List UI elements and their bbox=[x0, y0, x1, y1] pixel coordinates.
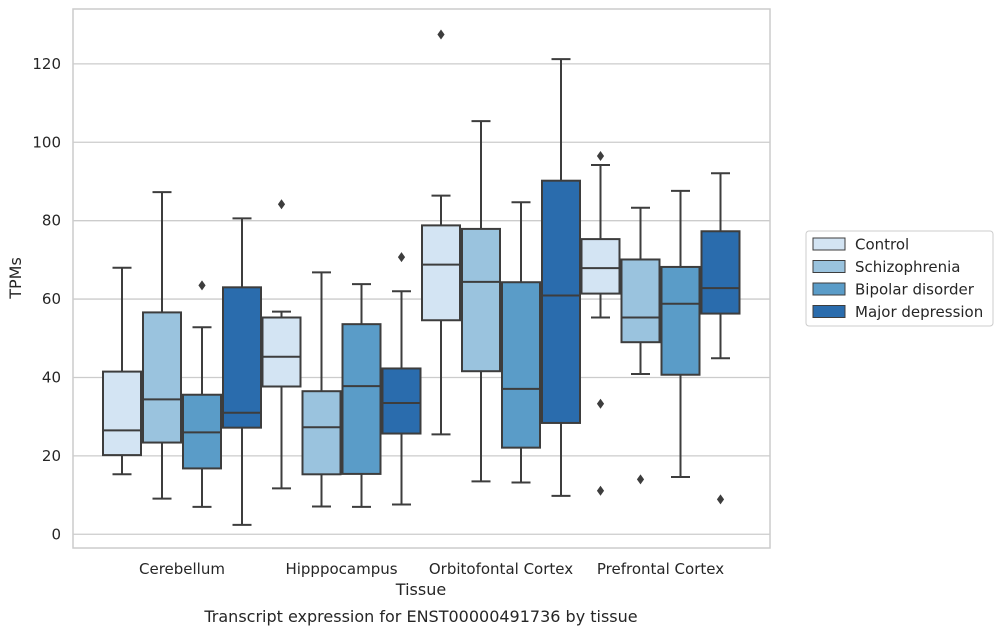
legend-swatch bbox=[812, 260, 846, 273]
box-iqr bbox=[620, 258, 661, 344]
box-major-depression-hipppocampus bbox=[381, 252, 422, 506]
x-axis-ticks: Cerebellum Hipppocampus Orbitofontal Corte… bbox=[139, 560, 724, 578]
box-schizophrenia-hipppocampus bbox=[301, 271, 342, 508]
box-iqr bbox=[381, 367, 422, 435]
figure-caption: Transcript expression for ENST0000049173… bbox=[203, 607, 637, 626]
box-schizophrenia-cerebellum bbox=[142, 191, 182, 500]
box-iqr bbox=[222, 286, 262, 429]
outlier-point bbox=[596, 398, 605, 409]
legend-entry: Control bbox=[855, 236, 909, 254]
box-iqr bbox=[261, 316, 302, 388]
outlier-point bbox=[636, 474, 645, 485]
box-iqr bbox=[421, 224, 461, 322]
y-tick-label: 60 bbox=[42, 290, 61, 308]
y-tick-label: 120 bbox=[32, 55, 61, 73]
box-schizophrenia-orbitofontal-cortex bbox=[461, 120, 501, 483]
y-tick-label: 100 bbox=[32, 133, 61, 151]
box-iqr bbox=[102, 370, 142, 457]
box-bipolar-disorder-orbitofontal-cortex bbox=[501, 201, 541, 484]
box-control-hipppocampus bbox=[261, 199, 302, 490]
y-tick-label: 0 bbox=[51, 525, 61, 543]
box-schizophrenia-prefrontal-cortex bbox=[620, 206, 661, 485]
box-iqr bbox=[142, 311, 182, 444]
outlier-point bbox=[716, 494, 725, 505]
box-bipolar-disorder-prefrontal-cortex bbox=[660, 189, 701, 479]
box-major-depression-prefrontal-cortex bbox=[700, 172, 741, 505]
legend: Control Schizophrenia Bipolar disorder Majo… bbox=[805, 230, 994, 327]
outlier-point bbox=[437, 29, 445, 40]
outlier-point bbox=[198, 280, 206, 291]
box-major-depression-orbitofontal-cortex bbox=[541, 58, 581, 497]
box-bipolar-disorder-hipppocampus bbox=[341, 283, 382, 508]
box-iqr bbox=[700, 230, 741, 315]
box-iqr bbox=[501, 281, 541, 449]
y-axis-ticks: 0 20 40 60 80 100 120 bbox=[32, 55, 61, 543]
x-tick-label: Orbitofontal Cortex bbox=[429, 560, 573, 578]
y-axis-title: TPMs bbox=[6, 257, 25, 300]
box-control-cerebellum bbox=[102, 266, 142, 476]
box-control-orbitofontal-cortex bbox=[421, 29, 461, 436]
outlier-point bbox=[277, 199, 286, 210]
plot-frame bbox=[72, 8, 771, 549]
legend-entry: Major depression bbox=[855, 303, 983, 321]
legend-swatch bbox=[812, 282, 846, 296]
x-tick-label: Prefrontal Cortex bbox=[597, 560, 724, 578]
legend-entry: Bipolar disorder bbox=[855, 281, 975, 299]
x-axis-title: Tissue bbox=[395, 580, 446, 599]
box-major-depression-cerebellum bbox=[222, 217, 262, 526]
x-tick-label: Hipppocampus bbox=[285, 560, 397, 578]
box-iqr bbox=[660, 265, 701, 376]
legend-frame bbox=[805, 230, 994, 327]
box-bipolar-disorder-cerebellum bbox=[182, 280, 222, 508]
box-iqr bbox=[461, 227, 501, 373]
box-control-prefrontal-cortex bbox=[580, 151, 621, 496]
box-iqr bbox=[580, 238, 621, 295]
legend-entry: Schizophrenia bbox=[855, 258, 960, 276]
outlier-point bbox=[596, 485, 605, 496]
box-iqr bbox=[341, 323, 382, 475]
box-iqr bbox=[301, 390, 342, 476]
outlier-point bbox=[596, 151, 605, 161]
y-tick-label: 80 bbox=[42, 212, 61, 230]
y-tick-label: 40 bbox=[42, 368, 61, 386]
y-tick-label: 20 bbox=[42, 447, 61, 465]
x-tick-label: Cerebellum bbox=[139, 560, 225, 578]
legend-swatch bbox=[812, 237, 846, 251]
box-iqr bbox=[541, 179, 581, 424]
outlier-point bbox=[397, 252, 406, 263]
legend-swatch bbox=[812, 305, 846, 318]
boxes bbox=[102, 29, 741, 526]
